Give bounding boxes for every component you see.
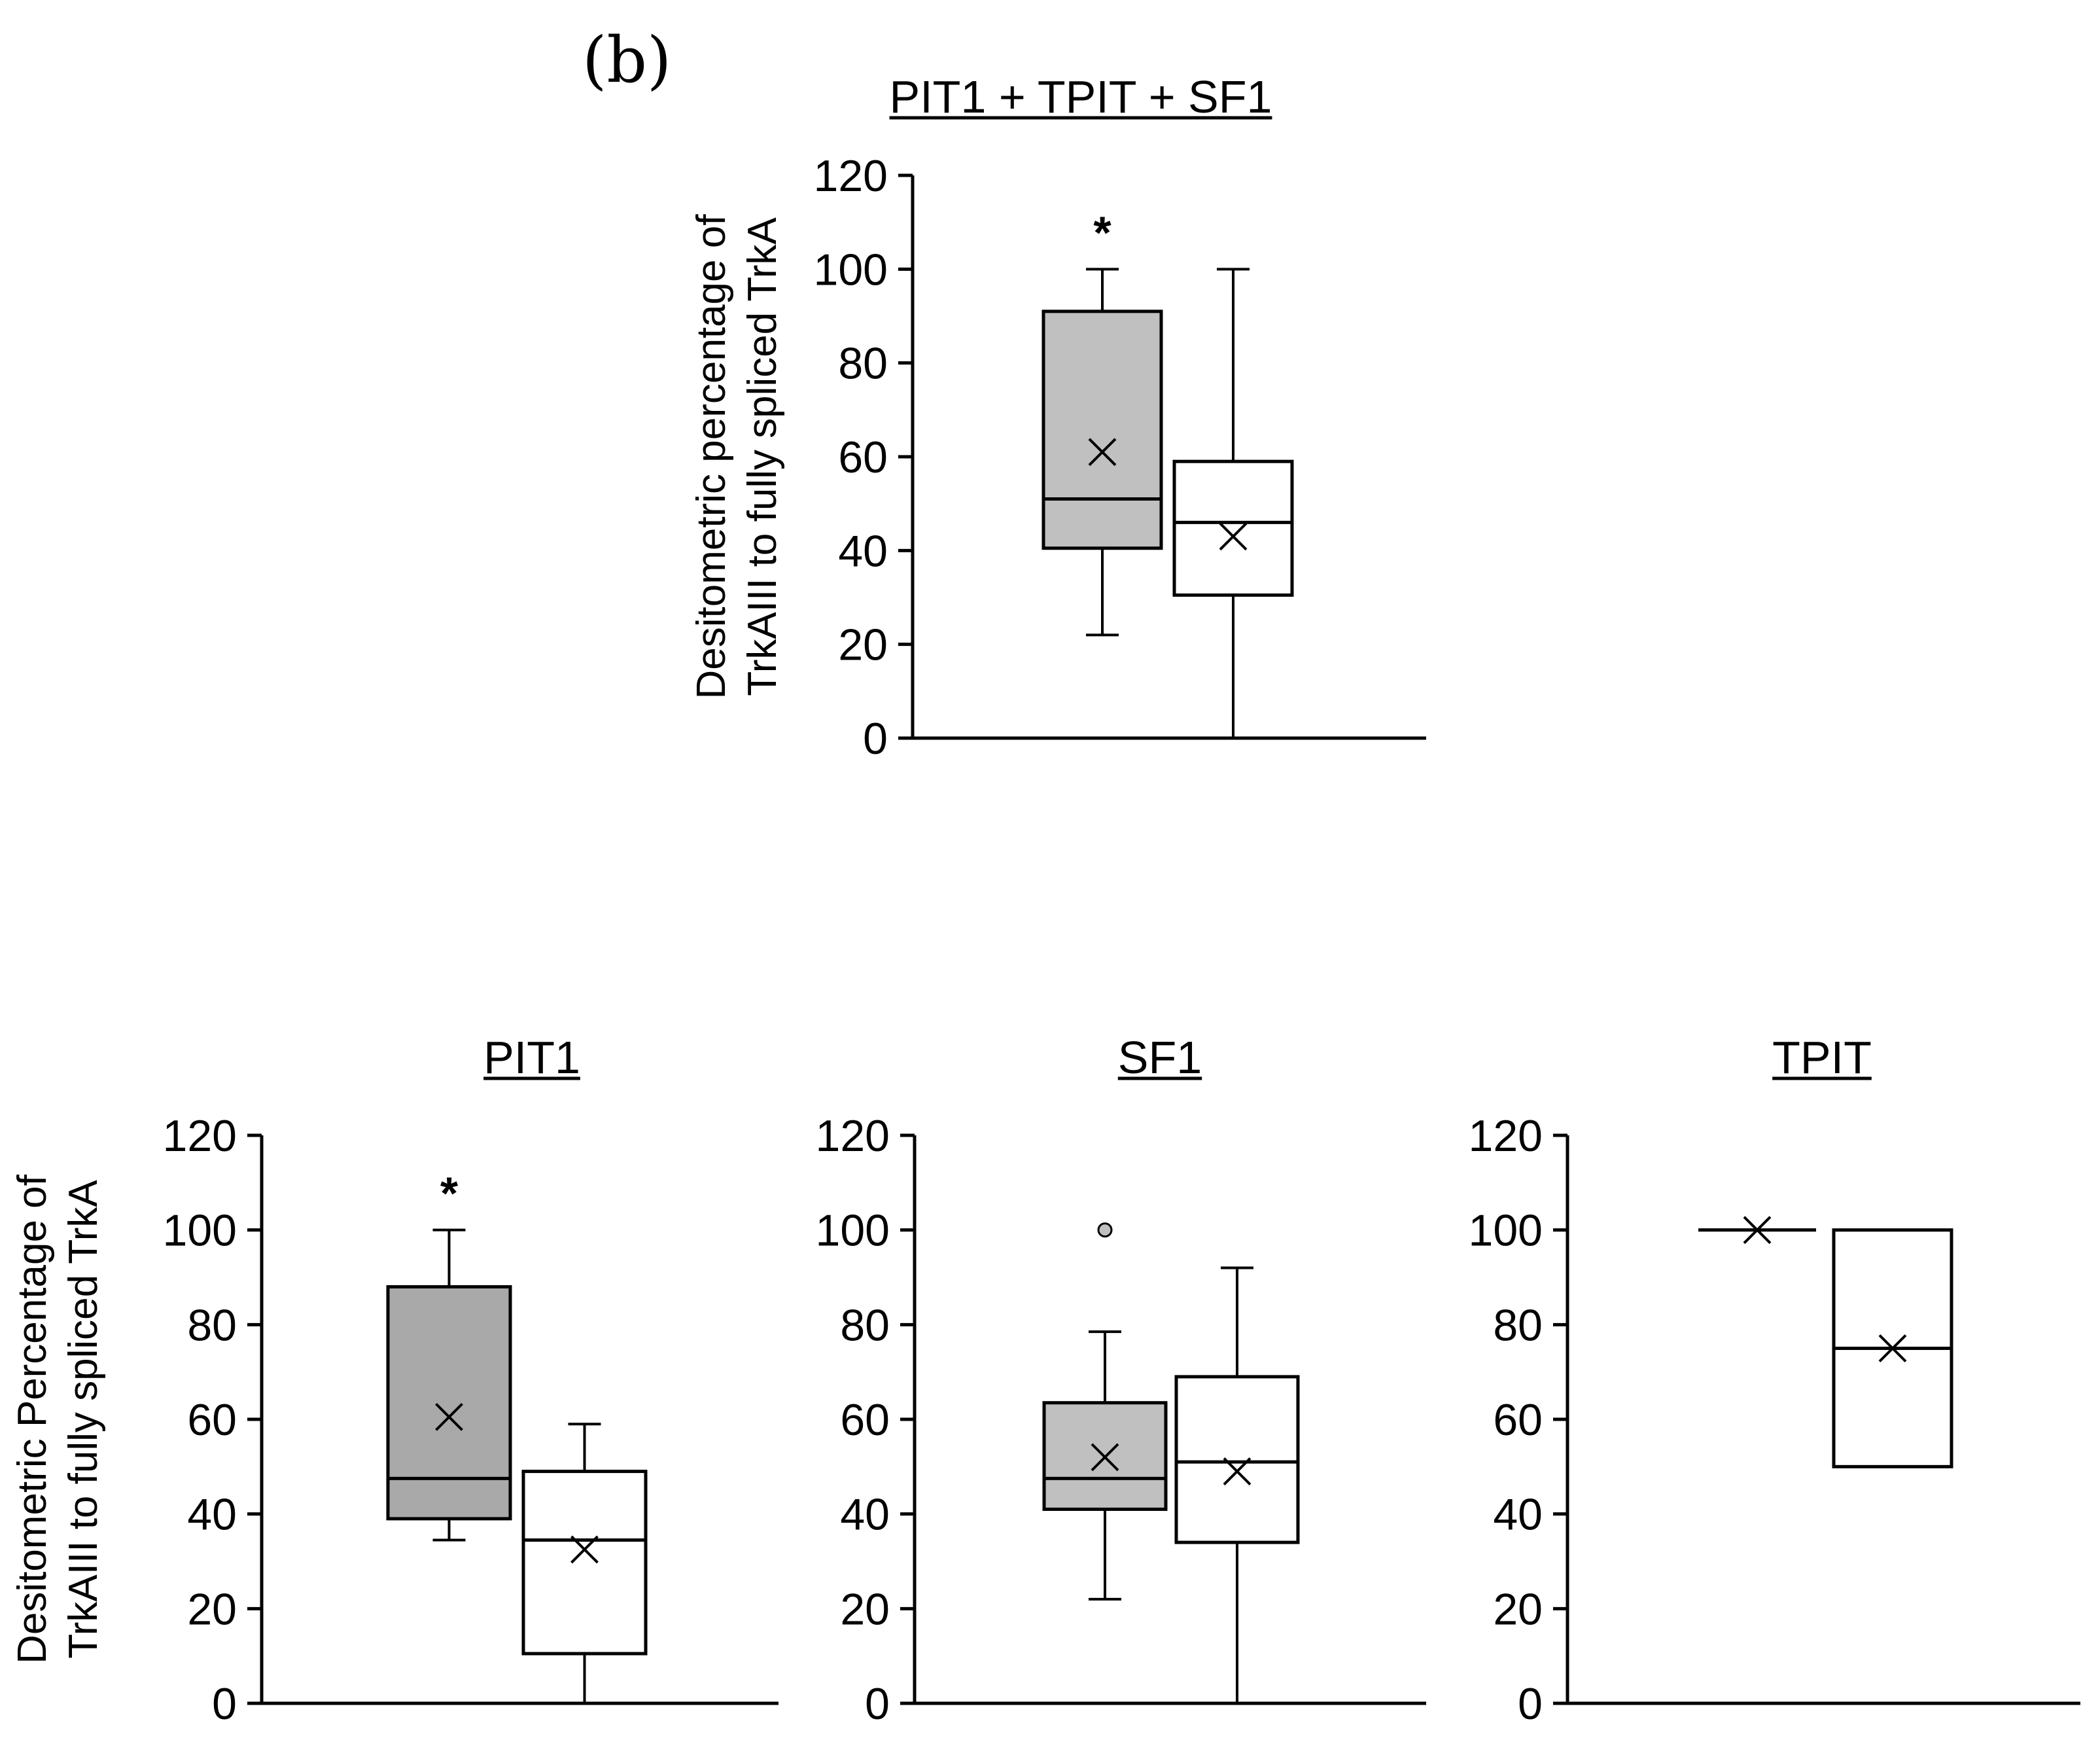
box-iqr <box>1041 310 1163 550</box>
chart-title: SF1 <box>1118 1032 1202 1083</box>
panel-label: (b) <box>582 24 671 97</box>
chart-combined: PIT1 + TPIT + SF1 0 20 40 60 80 100 120 Desitome… <box>689 71 1426 764</box>
mean-marker <box>1219 522 1248 551</box>
box-iqr <box>1174 1375 1300 1544</box>
y-tick-label: 100 <box>163 1206 237 1256</box>
y-tick-label: 40 <box>838 526 888 576</box>
box-iqr <box>521 1470 648 1656</box>
y-tick-label: 60 <box>187 1395 237 1445</box>
y-tick-label: 40 <box>840 1490 890 1540</box>
y-tick-label: 80 <box>1493 1300 1543 1350</box>
y-tick-label: 120 <box>816 1111 890 1161</box>
y-tick-label: 60 <box>1493 1395 1543 1445</box>
box-iqr <box>386 1285 512 1521</box>
box-group-primary <box>1698 1216 1816 1245</box>
box-group-secondary <box>1172 268 1294 738</box>
y-axis-label: Desitometric percentage of <box>689 214 734 700</box>
y-tick-label: 20 <box>1493 1584 1543 1634</box>
y-tick-label: 100 <box>816 1206 890 1256</box>
y-tick-label: 40 <box>1493 1490 1543 1540</box>
mean-marker <box>1091 1443 1119 1472</box>
chart-title: PIT1 + TPIT + SF1 <box>890 71 1272 122</box>
box-group-primary <box>1042 1222 1168 1601</box>
significance-marker: * <box>440 1168 459 1219</box>
mean-marker <box>435 1402 463 1431</box>
significance-marker: * <box>1093 207 1111 258</box>
chart-pit1: PIT1 0 20 40 60 80 100 120 Desitometric Percenta… <box>10 1032 779 1729</box>
y-tick-label: 40 <box>187 1490 237 1540</box>
y-tick-label: 20 <box>840 1584 890 1634</box>
y-tick-label: 0 <box>863 714 888 764</box>
box-group-secondary <box>1174 1266 1300 1703</box>
y-tick-label: 120 <box>814 151 888 201</box>
mean-marker <box>1878 1334 1907 1362</box>
y-tick-label: 0 <box>212 1679 237 1729</box>
chart-sf1: SF1 0 20 40 60 80 100 120 <box>816 1032 1426 1729</box>
mean-marker <box>570 1535 599 1564</box>
y-tick-label: 20 <box>838 620 888 670</box>
mean-marker <box>1088 438 1117 467</box>
y-tick-label: 0 <box>1518 1679 1543 1729</box>
chart-tpit: TPIT 0 20 40 60 80 100 120 <box>1469 1032 2080 1729</box>
y-tick-label: 120 <box>1469 1111 1543 1161</box>
y-tick-label: 0 <box>865 1679 890 1729</box>
y-axis-label: TrkAIII to fully spliced TrkA <box>740 217 785 696</box>
y-tick-label: 100 <box>814 245 888 294</box>
y-tick-label: 60 <box>838 433 888 482</box>
y-tick-label: 60 <box>840 1395 890 1445</box>
outlier-point <box>1097 1222 1113 1238</box>
y-tick-label: 80 <box>838 339 888 389</box>
y-tick-label: 20 <box>187 1584 237 1634</box>
y-axis-label: TrkAIII to fully spliced TrkA <box>61 1180 106 1659</box>
y-tick-label: 80 <box>187 1300 237 1350</box>
box-group-primary: * <box>386 1168 512 1542</box>
y-tick-label: 120 <box>163 1111 237 1161</box>
mean-marker <box>1743 1216 1772 1245</box>
box-iqr <box>1172 459 1294 597</box>
mean-marker <box>1223 1457 1251 1485</box>
y-tick-label: 100 <box>1469 1206 1543 1256</box>
chart-title: PIT1 <box>483 1032 580 1083</box>
box-group-primary: * <box>1041 207 1163 637</box>
box-group-secondary <box>521 1423 648 1703</box>
y-tick-label: 80 <box>840 1300 890 1350</box>
chart-title: TPIT <box>1772 1032 1872 1083</box>
y-axis-label: Desitometric Percentage of <box>10 1174 55 1664</box>
box-group-secondary <box>1832 1228 1953 1468</box>
